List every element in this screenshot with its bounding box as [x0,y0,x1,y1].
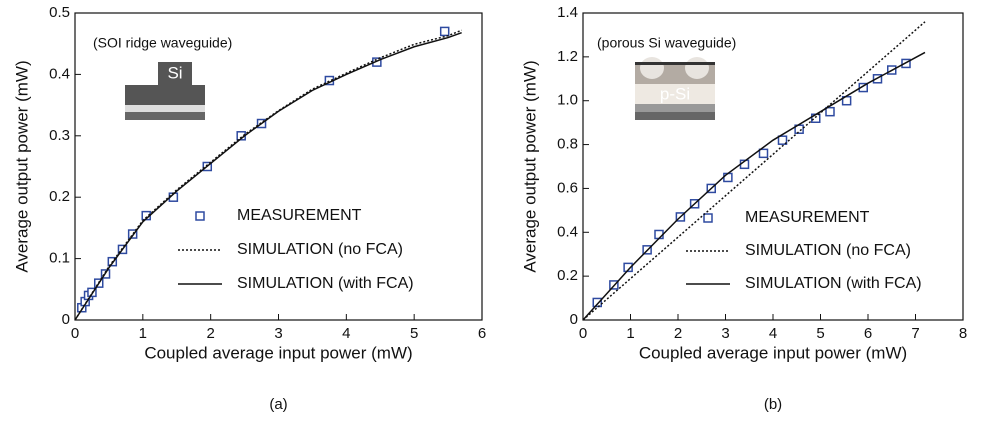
y-axis-label: Average output power (mW) [12,60,31,272]
line [582,51,926,321]
y-axis-label: Average output power (mW) [520,60,539,272]
marker [592,297,602,308]
y-tick-label: 0 [570,311,578,328]
marker [654,229,664,240]
annotation: Si [167,63,182,82]
annotation: (SOI ridge waveguide) [93,35,232,51]
legend-label: MEASUREMENT [745,209,870,226]
x-tick-label: 1 [139,325,147,342]
y-tick-label: 0.4 [49,65,70,82]
y-tick-label: 0.5 [49,4,70,21]
x-tick-label: 1 [626,325,634,342]
legend-label: SIMULATION (no FCA) [745,242,911,259]
marker [758,148,769,159]
y-tick-label: 0.2 [49,188,70,205]
annotation: p-Si [660,84,690,103]
x-tick-label: 4 [769,325,777,342]
x-tick-label: 8 [959,325,967,342]
legend-marker [703,213,713,223]
y-tick-label: 1.4 [557,4,578,21]
line [74,31,462,321]
line [74,29,462,321]
marker [127,229,138,239]
y-tick-label: 0.2 [557,267,578,284]
legend-marker [195,211,205,221]
y-tick-label: 0.3 [49,127,70,144]
x-axis-label: Coupled average input power (mW) [144,343,412,362]
inset-b [635,57,715,120]
y-tick-label: 0.6 [557,179,578,196]
x-tick-label: 7 [911,325,919,342]
legend-label: SIMULATION (no FCA) [237,241,403,258]
x-tick-label: 4 [342,325,350,342]
legend-label: SIMULATION (with FCA) [237,275,414,292]
legend-label: SIMULATION (with FCA) [745,275,922,292]
caption: (b) [764,396,782,413]
x-axis-label: Coupled average input power (mW) [639,343,907,362]
plot-frame [74,12,483,321]
x-tick-label: 0 [579,325,587,342]
inset-a [125,62,205,120]
x-tick-label: 5 [816,325,824,342]
y-tick-label: 0.4 [557,223,578,240]
caption: (a) [269,396,287,413]
x-tick-label: 6 [864,325,872,342]
y-tick-label: 1.0 [557,92,578,109]
y-tick-label: 0.8 [557,136,578,153]
x-tick-label: 2 [206,325,214,342]
marker [777,135,788,145]
marker [825,106,835,117]
y-tick-label: 0.1 [49,250,70,267]
y-tick-label: 1.2 [557,48,578,65]
x-tick-label: 6 [478,325,486,342]
marker [439,26,450,37]
annotation: (porous Si waveguide) [597,35,736,51]
y-tick-label: 0 [62,311,70,328]
x-tick-label: 3 [274,325,282,342]
legend-label: MEASUREMENT [237,207,362,224]
marker [623,262,633,273]
x-tick-label: 0 [71,325,79,342]
x-tick-label: 2 [674,325,682,342]
x-tick-label: 5 [410,325,418,342]
x-tick-label: 3 [721,325,729,342]
